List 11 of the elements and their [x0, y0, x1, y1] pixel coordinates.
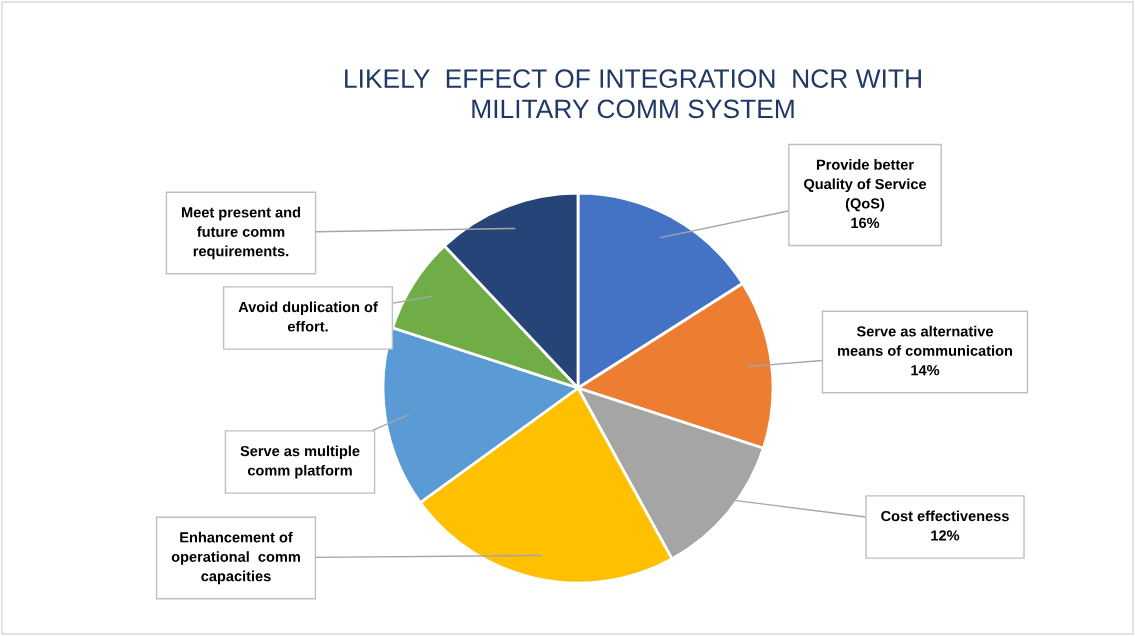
slice-label: Serve as alternative means of communication — [838, 325, 1013, 356]
slice-label: Meet present and future comm requirements. — [182, 206, 301, 260]
slice-label: Provide better Quality of Service (QoS) — [804, 159, 927, 212]
data-label: 12% — [931, 530, 960, 541]
slice-label: Cost effectiveness — [881, 510, 1009, 522]
slice-label: Avoid duplication of effort. — [238, 301, 378, 332]
data-label: 14% — [911, 365, 940, 376]
slice-label: Enhancement of operational comm capacities — [171, 531, 300, 585]
data-label: 16% — [851, 217, 880, 229]
chart-title: LIKELY EFFECT OF INTEGRATION NCR WITH MILITARY COMM SYSTEM — [345, 69, 921, 119]
slice-label: Serve as multiple comm platform — [240, 445, 360, 479]
